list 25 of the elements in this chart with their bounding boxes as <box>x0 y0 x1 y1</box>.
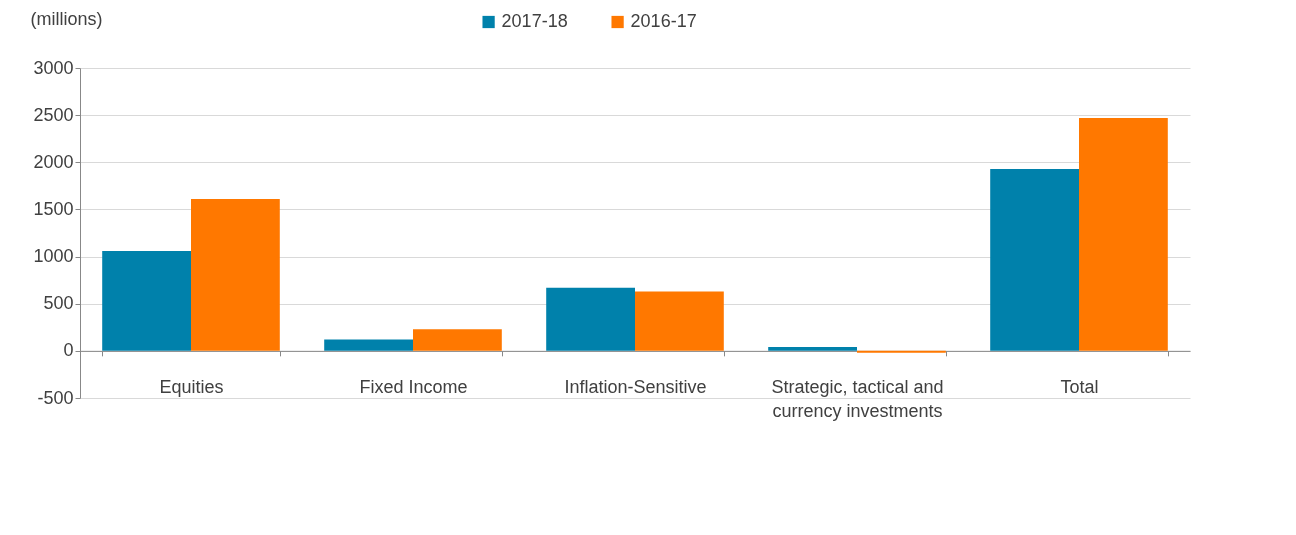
bar <box>413 329 502 351</box>
bar <box>1079 117 1168 351</box>
bar <box>635 291 724 351</box>
y-tick-label: -500 <box>37 387 74 408</box>
legend-label: 2017-18 <box>501 11 568 31</box>
bar <box>324 339 413 351</box>
y-axis-title: (millions) <box>30 8 103 29</box>
y-tick-label: 1000 <box>33 246 74 267</box>
x-tick-label: Fixed Income <box>359 377 468 398</box>
y-tick-label: 500 <box>43 293 74 314</box>
bar <box>191 199 280 351</box>
y-tick-label: 1500 <box>33 198 74 219</box>
bar <box>546 287 635 351</box>
y-tick-label: 2500 <box>33 104 74 125</box>
bar <box>990 168 1079 351</box>
legend-label: 2016-17 <box>630 11 697 31</box>
y-tick-label: 3000 <box>33 57 74 78</box>
bar <box>768 347 857 351</box>
y-tick-label: 0 <box>63 340 74 361</box>
x-tick-label: Inflation-Sensitive <box>564 377 707 398</box>
y-tick-label: 2000 <box>33 151 74 172</box>
x-tick-label: Equities <box>159 377 224 398</box>
x-tick-label: Strategic, tactical and currency investments <box>771 377 944 422</box>
x-tick-label: Total <box>1060 377 1099 398</box>
bar <box>102 250 191 351</box>
